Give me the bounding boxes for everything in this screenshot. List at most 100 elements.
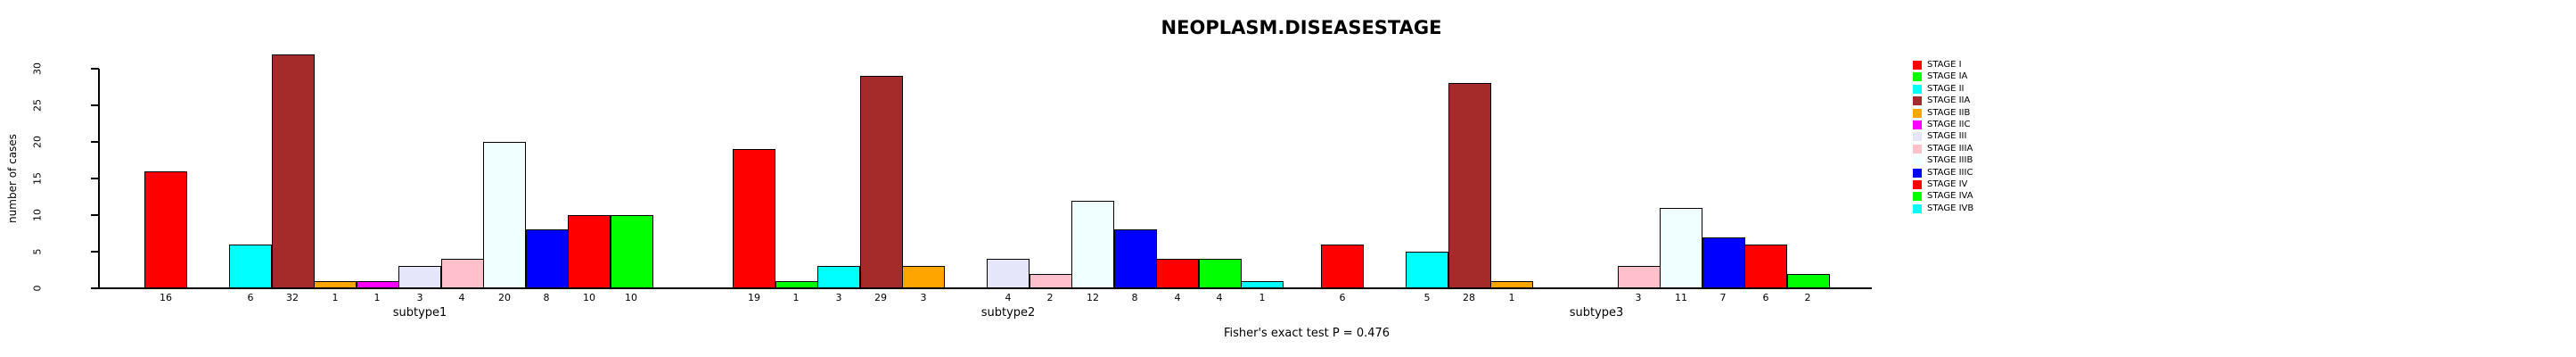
bar — [1156, 259, 1199, 288]
bar — [398, 266, 441, 288]
legend-swatch — [1913, 109, 1922, 118]
bar — [1618, 266, 1661, 288]
bar-value-label: 4 — [1005, 292, 1012, 303]
bar — [860, 76, 903, 288]
footer-text: Fisher's exact test P = 0.476 — [1223, 327, 1391, 340]
legend-label: STAGE IVA — [1927, 191, 1973, 201]
bar-value-label: 1 — [1508, 292, 1515, 303]
legend-item: STAGE II — [1913, 84, 1965, 95]
y-tick-label: 0 — [31, 285, 44, 292]
y-tick-label: 10 — [31, 209, 44, 221]
legend-label: STAGE IIA — [1927, 95, 1971, 105]
legend-swatch — [1913, 169, 1922, 178]
y-axis-line — [98, 69, 100, 289]
bar — [1744, 245, 1787, 288]
legend-label: STAGE II — [1927, 84, 1965, 94]
y-tick — [91, 141, 99, 143]
bar-value-label: 29 — [874, 292, 887, 303]
legend-item: STAGE IIIA — [1913, 144, 1973, 154]
y-tick-label: 25 — [31, 99, 44, 112]
bar — [1071, 201, 1114, 288]
bar-value-label: 11 — [1675, 292, 1687, 303]
y-tick-label: 15 — [31, 172, 44, 185]
bar-value-label: 10 — [625, 292, 637, 303]
bar — [357, 281, 399, 288]
legend-swatch — [1913, 132, 1922, 141]
group-label: subtype2 — [980, 306, 1036, 320]
legend-label: STAGE IVB — [1927, 203, 1974, 213]
legend-label: STAGE IIB — [1927, 108, 1971, 118]
legend-label: STAGE IIIC — [1927, 168, 1973, 178]
bar — [1448, 83, 1491, 288]
bar — [568, 215, 611, 288]
bar — [1490, 281, 1533, 288]
legend-label: STAGE III — [1927, 131, 1967, 141]
bar — [526, 229, 569, 288]
bar-value-label: 5 — [1423, 292, 1431, 303]
bar-value-label: 4 — [458, 292, 465, 303]
legend-label: STAGE IV — [1927, 179, 1968, 189]
y-tick — [91, 104, 99, 106]
group-label: subtype3 — [1569, 306, 1624, 320]
legend-swatch — [1913, 180, 1922, 189]
bar — [733, 149, 775, 288]
bar — [314, 281, 357, 288]
bar — [229, 245, 272, 288]
legend-swatch — [1913, 192, 1922, 201]
bar-value-label: 6 — [247, 292, 254, 303]
bar — [1114, 229, 1157, 288]
legend-item: STAGE IIB — [1913, 108, 1970, 119]
group-label: subtype1 — [392, 306, 447, 320]
bar — [1702, 237, 1745, 288]
bar — [1660, 208, 1702, 288]
bar-value-label: 2 — [1046, 292, 1054, 303]
legend-item: STAGE IIA — [1913, 95, 1970, 106]
bar-value-label: 4 — [1216, 292, 1223, 303]
bar-value-label: 28 — [1463, 292, 1475, 303]
legend-label: STAGE IA — [1927, 71, 1968, 81]
bar-value-label: 8 — [543, 292, 550, 303]
bar-value-label: 1 — [332, 292, 339, 303]
bar-value-label: 1 — [373, 292, 381, 303]
bar — [611, 215, 653, 288]
bar-value-label: 3 — [416, 292, 423, 303]
bar — [1787, 274, 1830, 288]
legend-swatch — [1913, 72, 1922, 81]
legend-label: STAGE I — [1927, 60, 1962, 70]
bar — [1030, 274, 1072, 288]
bar-value-label: 20 — [498, 292, 511, 303]
bar-value-label: 3 — [835, 292, 842, 303]
legend-item: STAGE IV — [1913, 179, 1967, 190]
legend-item: STAGE III — [1913, 131, 1966, 142]
legend-item: STAGE IIIB — [1913, 155, 1973, 166]
bar-value-label: 1 — [1259, 292, 1266, 303]
x-axis-line — [98, 287, 1872, 289]
bar — [1241, 281, 1284, 288]
bar — [902, 266, 945, 288]
bar-value-label: 10 — [583, 292, 595, 303]
bar-value-label: 3 — [920, 292, 927, 303]
bar-value-label: 4 — [1174, 292, 1181, 303]
legend-item: STAGE IA — [1913, 71, 1967, 82]
bar — [1321, 245, 1364, 288]
legend-item: STAGE I — [1913, 60, 1962, 71]
bar-value-label: 12 — [1087, 292, 1099, 303]
y-tick — [91, 68, 99, 70]
bar-value-label: 16 — [160, 292, 172, 303]
y-tick-label: 5 — [31, 248, 44, 255]
bar — [1406, 252, 1448, 288]
bar — [483, 142, 526, 288]
bar-value-label: 3 — [1635, 292, 1642, 303]
y-tick-label: 30 — [31, 62, 44, 75]
legend-label: STAGE IIIB — [1927, 155, 1973, 165]
y-tick — [91, 251, 99, 253]
bar-value-label: 2 — [1804, 292, 1811, 303]
bar — [987, 259, 1030, 288]
legend-swatch — [1913, 156, 1922, 165]
bar — [272, 54, 315, 288]
bar-value-label: 1 — [792, 292, 800, 303]
legend-swatch — [1913, 204, 1922, 213]
legend-swatch — [1913, 145, 1922, 154]
bar-value-label: 32 — [286, 292, 299, 303]
